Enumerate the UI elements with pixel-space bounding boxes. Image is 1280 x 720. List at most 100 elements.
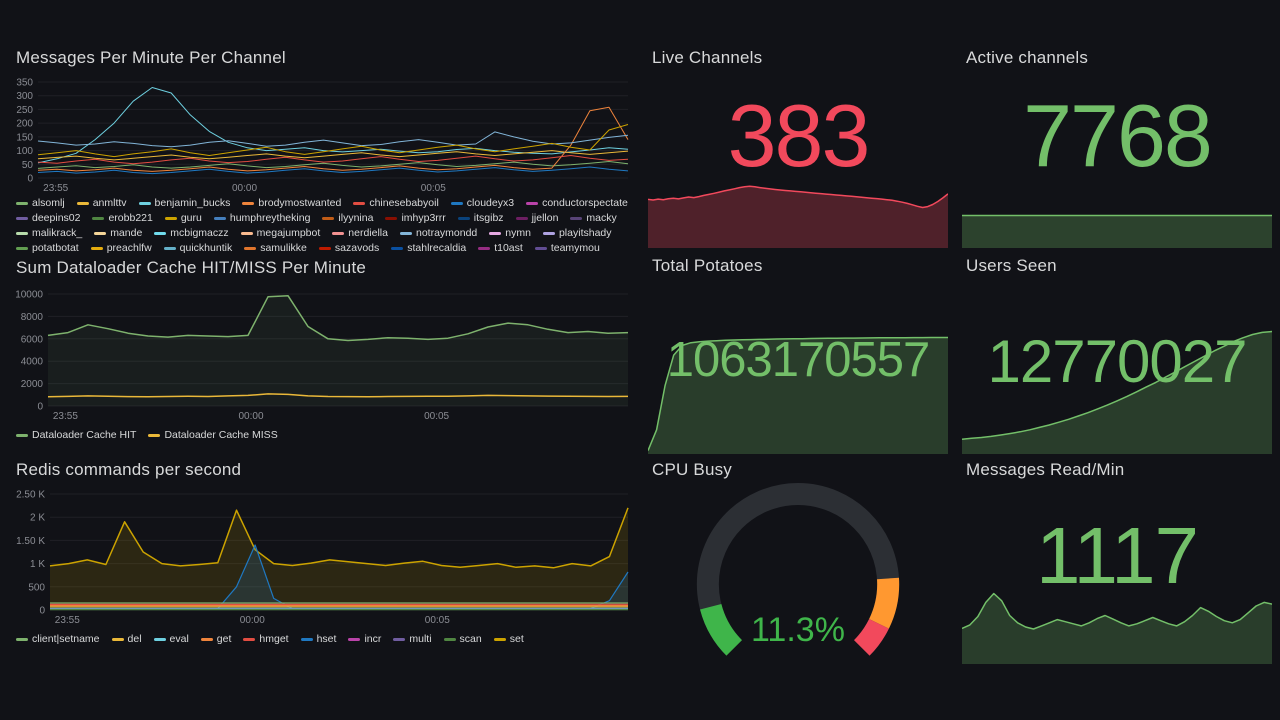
legend-item-dataloader-cache-miss[interactable]: Dataloader Cache MISS bbox=[148, 428, 278, 443]
series-color-marker bbox=[244, 247, 257, 250]
legend-item-benjamin-bucks[interactable]: benjamin_bucks bbox=[138, 196, 230, 211]
legend-item-imhyp3rrr[interactable]: imhyp3rrr bbox=[385, 211, 446, 226]
legend-item-scan[interactable]: scan bbox=[443, 632, 482, 647]
legend-label: del bbox=[127, 633, 142, 645]
total-potatoes-sparkline bbox=[648, 336, 948, 454]
legend-label: macky bbox=[586, 212, 617, 224]
legend-item-notraymondd[interactable]: notraymondd bbox=[399, 226, 478, 241]
legend-item-mande[interactable]: mande bbox=[94, 226, 142, 241]
legend-label: malikrack_ bbox=[32, 227, 83, 239]
svg-text:2000: 2000 bbox=[21, 379, 44, 390]
legend-item-quickhuntik[interactable]: quickhuntik bbox=[163, 241, 233, 254]
panel-title-users-seen[interactable]: Users Seen bbox=[966, 256, 1057, 275]
legend-item-preachlfw[interactable]: preachlfw bbox=[90, 241, 152, 254]
legend-label: mande bbox=[110, 227, 143, 239]
legend-item-del[interactable]: del bbox=[111, 632, 142, 647]
legend-item-guru[interactable]: guru bbox=[164, 211, 202, 226]
series-color-marker bbox=[332, 232, 345, 235]
legend-item-playitshady[interactable]: playitshady bbox=[542, 226, 612, 241]
legend-item-potatbotat[interactable]: potatbotat bbox=[16, 241, 79, 254]
panel-title-redis[interactable]: Redis commands per second bbox=[16, 460, 242, 479]
series-color-marker bbox=[16, 638, 28, 641]
legend-item-t10ast[interactable]: t10ast bbox=[478, 241, 523, 254]
series-color-marker bbox=[163, 247, 176, 250]
legend-label: teamymou bbox=[550, 242, 600, 254]
series-color-marker bbox=[200, 638, 213, 641]
legend-item-itsgibz[interactable]: itsgibz bbox=[457, 211, 504, 226]
legend-item-jjellon[interactable]: jjellon bbox=[515, 211, 558, 226]
legend-label: potatbotat bbox=[32, 242, 79, 254]
panel-messages-read-min: Messages Read/Min 1117 bbox=[962, 458, 1272, 666]
legend-item-teamymou[interactable]: teamymou bbox=[534, 241, 600, 254]
series-color-marker bbox=[16, 434, 28, 437]
live-channels-sparkline bbox=[648, 174, 948, 248]
series-color-marker bbox=[16, 232, 28, 235]
legend-label: quickhuntik bbox=[179, 242, 233, 254]
legend-label: notraymondd bbox=[415, 227, 478, 239]
svg-text:23:55: 23:55 bbox=[43, 183, 68, 194]
panel-title-total-potatoes[interactable]: Total Potatoes bbox=[652, 256, 763, 275]
legend-item-deepins02[interactable]: deepins02 bbox=[16, 211, 80, 226]
legend-item-malikrack-[interactable]: malikrack_ bbox=[16, 226, 82, 241]
active-channels-sparkline bbox=[962, 214, 1272, 248]
legend-item-chinesebabyoil[interactable]: chinesebabyoil bbox=[353, 196, 439, 211]
panel-title-cpu-busy[interactable]: CPU Busy bbox=[652, 460, 733, 479]
legend-label: hset bbox=[316, 633, 337, 645]
legend-item-incr[interactable]: incr bbox=[348, 632, 381, 647]
dataloader-cache-chart[interactable]: 0 2000 4000 6000 8000 10000 23:55 00:00 00:05 bbox=[8, 288, 632, 422]
legend-item-client-setname[interactable]: client|setname bbox=[16, 632, 100, 647]
panel-title-active-channels[interactable]: Active channels bbox=[966, 48, 1089, 67]
panel-total-potatoes: Total Potatoes 1063170557 bbox=[648, 254, 948, 454]
legend-item-megajumpbot[interactable]: megajumpbot bbox=[240, 226, 320, 241]
messages-per-minute-chart[interactable]: 0 50 100 150 200 250 300 350 23:55 00:00 00:05 bbox=[8, 76, 632, 194]
legend-item-nerdiella[interactable]: nerdiella bbox=[332, 226, 388, 241]
legend-item-mcbigmaczz[interactable]: mcbigmaczz bbox=[154, 226, 229, 241]
legend-item-stahlrecaldia[interactable]: stahlrecaldia bbox=[391, 241, 466, 254]
messages-read-value: 1117 bbox=[1035, 511, 1199, 600]
messages-read-sparkline bbox=[962, 592, 1272, 664]
legend-item-get[interactable]: get bbox=[200, 632, 232, 647]
legend-item-ilyynina[interactable]: ilyynina bbox=[322, 211, 373, 226]
redis-commands-chart[interactable]: 0 500 1 K 1.50 K 2 K 2.50 K 23:55 00:00 00:05 bbox=[8, 488, 632, 626]
panel-title-messages[interactable]: Messages Per Minute Per Channel bbox=[16, 48, 286, 67]
legend-item-hset[interactable]: hset bbox=[300, 632, 337, 647]
legend-item-humphreytheking[interactable]: humphreytheking bbox=[213, 211, 310, 226]
dataloader-legend: Dataloader Cache HIT Dataloader Cache MIS… bbox=[16, 428, 636, 444]
legend-item-samulikke[interactable]: samulikke bbox=[244, 241, 307, 254]
legend-label: erobb221 bbox=[108, 212, 153, 224]
series-color-marker bbox=[450, 202, 463, 205]
legend-item-macky[interactable]: macky bbox=[570, 211, 617, 226]
series-color-marker bbox=[111, 638, 124, 641]
series-color-marker bbox=[489, 232, 502, 235]
legend-item-multi[interactable]: multi bbox=[393, 632, 432, 647]
legend-label: hmget bbox=[259, 633, 289, 645]
series-color-marker bbox=[526, 202, 539, 205]
legend-label: t10ast bbox=[494, 242, 523, 254]
panel-title-messages-read[interactable]: Messages Read/Min bbox=[966, 460, 1125, 479]
panel-title-dataloader[interactable]: Sum Dataloader Cache HIT/MISS Per Minute bbox=[16, 258, 367, 277]
legend-label: Dataloader Cache MISS bbox=[164, 429, 278, 441]
legend-item-hmget[interactable]: hmget bbox=[243, 632, 289, 647]
legend-label: get bbox=[216, 633, 232, 645]
legend-item-cloudeyx3[interactable]: cloudeyx3 bbox=[450, 196, 514, 211]
legend-item-set[interactable]: set bbox=[493, 632, 524, 647]
legend-item-dataloader-cache-hit[interactable]: Dataloader Cache HIT bbox=[16, 428, 136, 443]
legend-item-brodymostwanted[interactable]: brodymostwanted bbox=[242, 196, 341, 211]
legend-item-eval[interactable]: eval bbox=[153, 632, 189, 647]
legend-label: stahlrecaldia bbox=[407, 242, 467, 254]
legend-item-nymn[interactable]: nymn bbox=[489, 226, 531, 241]
legend-item-conductorspectate[interactable]: conductorspectate bbox=[526, 196, 628, 211]
legend-item-anmlttv[interactable]: anmlttv bbox=[76, 196, 127, 211]
legend-item-erobb221[interactable]: erobb221 bbox=[92, 211, 153, 226]
series-color-marker bbox=[240, 232, 253, 235]
series-color-marker bbox=[493, 638, 506, 641]
svg-text:00:00: 00:00 bbox=[240, 615, 265, 626]
legend-item-sazavods[interactable]: sazavods bbox=[318, 241, 379, 254]
legend-label: scan bbox=[459, 633, 482, 645]
series-color-marker bbox=[148, 434, 161, 437]
panel-title-live-channels[interactable]: Live Channels bbox=[652, 48, 763, 67]
panel-cpu-busy: CPU Busy 11.3% bbox=[648, 458, 948, 666]
legend-item-alsomlj[interactable]: alsomlj bbox=[16, 196, 65, 211]
svg-text:200: 200 bbox=[16, 119, 33, 130]
legend-label: preachlfw bbox=[106, 242, 152, 254]
